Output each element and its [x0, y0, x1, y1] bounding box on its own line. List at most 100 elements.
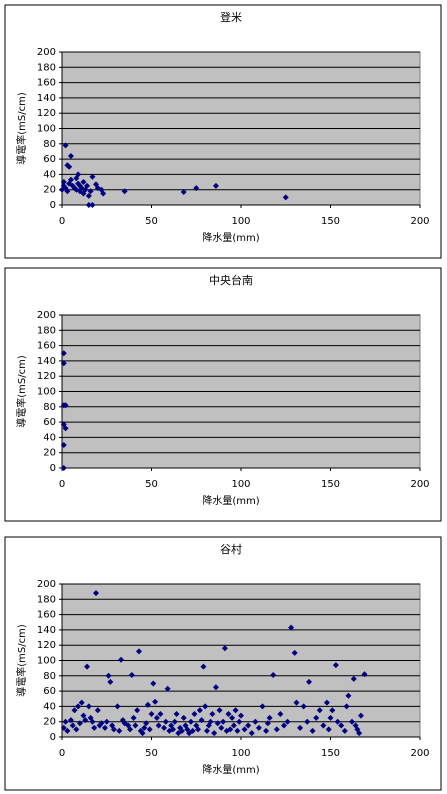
point	[211, 730, 218, 737]
point	[343, 703, 350, 710]
point	[193, 185, 200, 192]
y-tick-label: 60	[43, 154, 56, 165]
y-tick-label: 0	[50, 463, 56, 474]
point	[85, 703, 92, 710]
y-tick-label: 60	[43, 686, 56, 697]
y-tick-label: 140	[37, 625, 56, 636]
point	[173, 711, 180, 718]
point	[141, 724, 148, 731]
y-tick-label: 0	[50, 732, 56, 743]
point	[67, 717, 74, 724]
point	[345, 692, 352, 699]
point	[84, 663, 91, 670]
point	[221, 645, 228, 652]
point	[327, 714, 334, 721]
y-tick-label: 180	[37, 325, 56, 336]
point	[82, 717, 89, 724]
point	[155, 722, 162, 729]
point	[94, 707, 101, 714]
point	[60, 724, 67, 731]
point	[202, 703, 209, 710]
point	[341, 727, 348, 734]
point	[134, 707, 141, 714]
point	[143, 720, 150, 727]
point	[164, 685, 171, 692]
y-tick-label: 100	[37, 656, 56, 667]
x-tick-label: 200	[410, 479, 429, 490]
point	[350, 675, 357, 682]
x-axis-label: 降水量(mm)	[202, 763, 259, 776]
y-tick-label: 60	[43, 417, 56, 428]
y-tick-label: 160	[37, 78, 56, 89]
x-tick-label: 100	[231, 479, 250, 490]
y-tick-label: 20	[43, 717, 56, 728]
y-tick-label: 120	[37, 371, 56, 382]
point	[62, 402, 69, 409]
chart-title: 谷村	[220, 542, 242, 556]
point	[116, 727, 123, 734]
x-tick-label: 200	[410, 748, 429, 759]
point	[75, 703, 82, 710]
point	[75, 171, 82, 178]
point	[304, 718, 311, 725]
point	[238, 712, 244, 719]
point	[225, 711, 232, 718]
y-tick-label: 0	[50, 200, 56, 211]
point	[89, 718, 96, 725]
point	[76, 720, 83, 727]
point	[196, 707, 203, 714]
point	[178, 727, 185, 734]
point	[273, 726, 280, 733]
y-tick-label: 120	[37, 640, 56, 651]
point	[313, 714, 320, 721]
point	[162, 718, 169, 725]
point	[198, 717, 205, 724]
point	[62, 142, 69, 149]
point	[216, 707, 223, 714]
point	[169, 726, 176, 733]
point	[84, 182, 91, 189]
point	[332, 662, 339, 669]
point	[189, 727, 196, 734]
point	[288, 624, 295, 631]
point	[87, 188, 94, 195]
x-axis-label: 降水量(mm)	[202, 494, 259, 507]
point	[316, 707, 323, 714]
y-tick-label: 20	[43, 448, 56, 459]
point	[187, 718, 194, 725]
point	[214, 720, 221, 727]
point	[60, 360, 67, 367]
point	[191, 711, 198, 718]
y-tick-label: 40	[43, 701, 56, 712]
point	[306, 678, 313, 685]
point	[180, 714, 187, 721]
point	[118, 656, 125, 663]
point	[338, 722, 345, 729]
y-axis-label: 導電率(mS/cm)	[15, 92, 28, 165]
point	[110, 726, 117, 733]
y-tick-label: 120	[37, 108, 56, 119]
y-tick-label: 80	[43, 671, 56, 682]
point	[91, 724, 98, 731]
x-tick-label: 150	[321, 479, 340, 490]
y-tick-label: 180	[37, 594, 56, 605]
point	[60, 179, 67, 186]
y-tick-label: 80	[43, 139, 56, 150]
point	[207, 718, 214, 725]
point	[73, 726, 80, 733]
point	[218, 724, 225, 731]
point	[234, 727, 241, 734]
point	[62, 718, 69, 725]
point	[270, 672, 277, 679]
point	[236, 718, 243, 725]
point	[60, 465, 67, 471]
point	[241, 726, 248, 733]
x-tick-label: 100	[231, 748, 250, 759]
point	[64, 188, 71, 195]
point	[130, 714, 137, 721]
point	[67, 176, 74, 183]
y-tick-label: 160	[37, 610, 56, 621]
point	[203, 727, 210, 734]
point	[259, 703, 266, 710]
y-tick-label: 20	[43, 185, 56, 196]
